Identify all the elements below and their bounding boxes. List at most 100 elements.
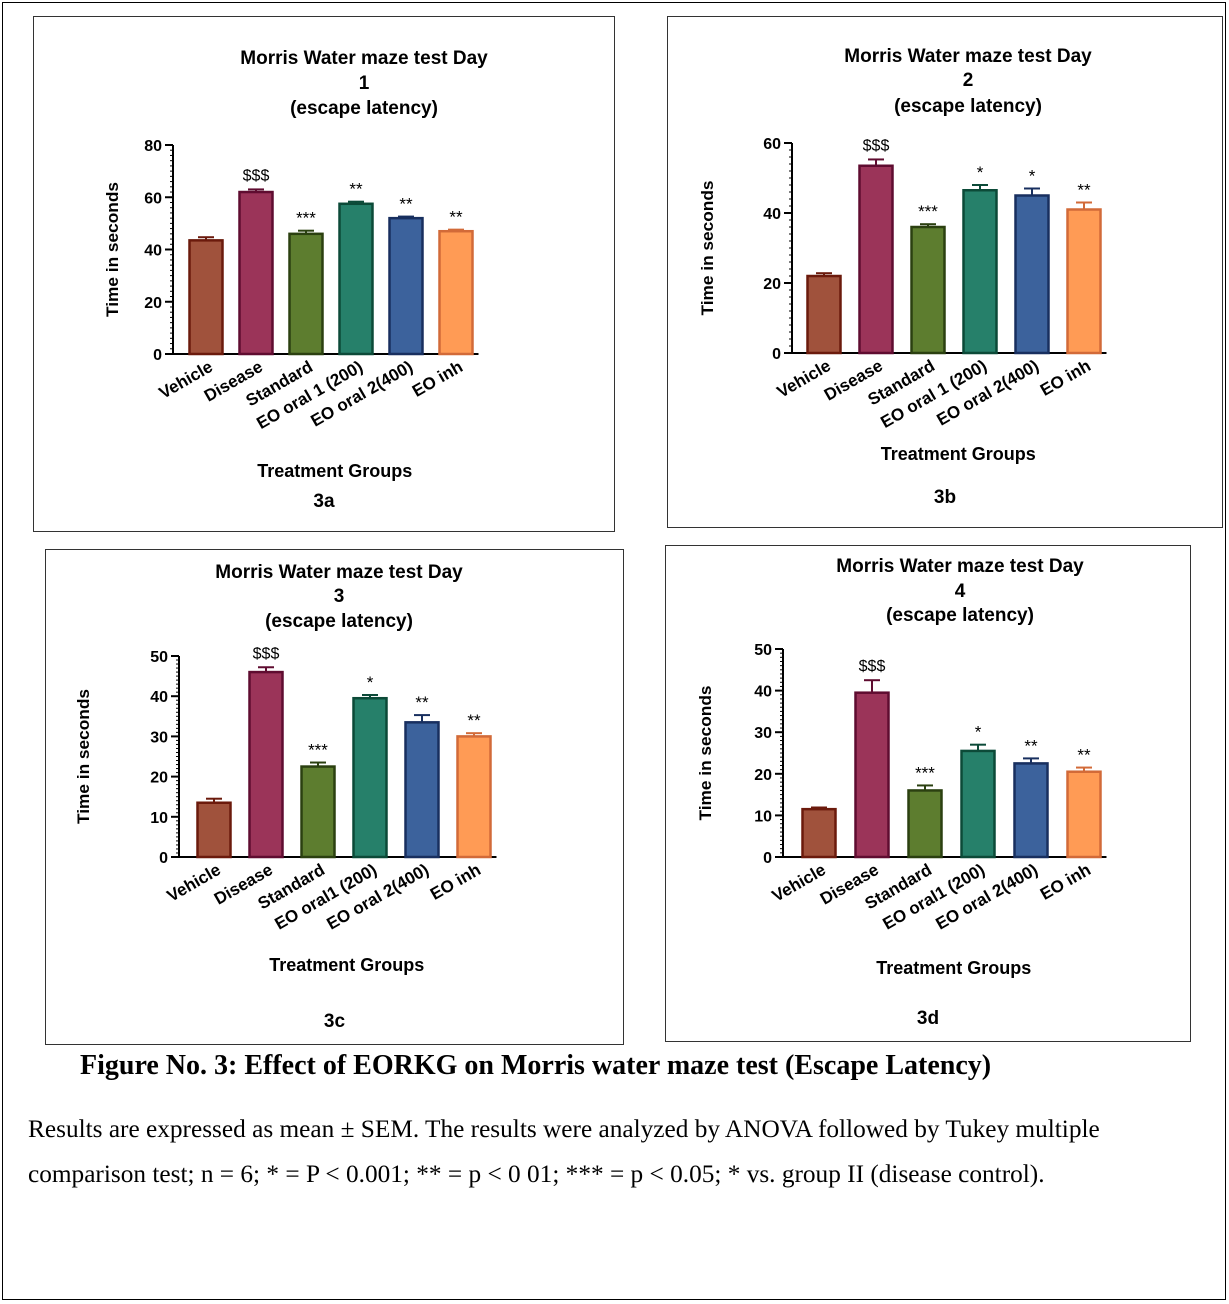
bar <box>404 721 440 859</box>
x-tick-label: EO inh <box>1037 860 1094 904</box>
y-tick-label: 20 <box>754 767 772 784</box>
bar <box>806 274 842 355</box>
y-tick-label: 10 <box>754 808 772 825</box>
chart-title-line-2: (escape latency) <box>290 98 438 119</box>
y-tick-label: 0 <box>159 850 168 867</box>
y-tick-label: 10 <box>150 810 168 827</box>
y-axis-label: Time in seconds <box>696 686 715 821</box>
bar <box>300 765 336 859</box>
chart-title-line-1: 2 <box>963 70 974 91</box>
chart-panel-3c: Morris Water maze test Day 3 (escape laten… <box>45 549 624 1045</box>
bar <box>388 216 424 356</box>
significance-marker: ** <box>1077 181 1091 200</box>
bar <box>858 164 894 355</box>
significance-marker: * <box>975 723 982 742</box>
bar <box>188 239 224 356</box>
chart-panel-3d: Morris Water maze test Day 4 (escape laten… <box>665 545 1191 1042</box>
chart-title-line-1: 3 <box>334 586 345 607</box>
significance-marker: *** <box>918 202 938 221</box>
significance-marker: *** <box>296 209 316 228</box>
y-tick-label: 0 <box>153 347 162 364</box>
x-axis-label: Treatment Groups <box>881 444 1036 464</box>
significance-marker: $$$ <box>243 167 270 184</box>
figure-caption-body: Results are expressed as mean ± SEM. The… <box>28 1115 1100 1188</box>
bar <box>854 691 890 859</box>
significance-marker: ** <box>349 180 363 199</box>
y-tick-label: 0 <box>772 346 781 363</box>
significance-marker: *** <box>915 763 935 782</box>
x-axis-label: Treatment Groups <box>269 955 424 975</box>
bar <box>288 232 324 356</box>
y-axis-label: Time in seconds <box>103 182 122 317</box>
significance-marker: * <box>1029 167 1036 186</box>
significance-marker: ** <box>1024 736 1038 755</box>
significance-marker: ** <box>449 208 463 227</box>
significance-marker: *** <box>308 741 328 760</box>
y-axis-label: Time in seconds <box>698 181 717 316</box>
chart-3a: Morris Water maze test Day 1 (escape laten… <box>103 48 488 481</box>
chart-title-line-0: Morris Water maze test Day <box>836 556 1084 577</box>
panel-label-3b: 3b <box>933 487 957 508</box>
panel-label-3c: 3c <box>323 1011 346 1032</box>
chart-title-line-0: Morris Water maze test Day <box>240 48 488 69</box>
bar <box>338 202 374 356</box>
bar <box>910 225 946 355</box>
bar <box>801 807 837 859</box>
y-tick-label: 40 <box>754 684 772 701</box>
significance-marker: $$$ <box>253 645 280 662</box>
y-tick-label: 40 <box>144 243 162 260</box>
bar <box>456 735 492 859</box>
y-tick-label: 60 <box>763 136 781 153</box>
significance-marker: * <box>977 163 984 182</box>
y-tick-label: 20 <box>144 295 162 312</box>
chart-3c: Morris Water maze test Day 3 (escape laten… <box>74 562 497 975</box>
chart-panel-3b: Morris Water maze test Day 2 (escape laten… <box>667 16 1223 528</box>
significance-marker: ** <box>399 195 413 214</box>
y-tick-label: 20 <box>763 276 781 293</box>
panel-label-3d: 3d <box>916 1008 940 1029</box>
panel-label-3a: 3a <box>313 491 335 512</box>
y-tick-label: 30 <box>754 725 772 742</box>
y-tick-label: 20 <box>150 770 168 787</box>
figure-caption-title: Figure No. 3: Effect of EORKG on Morris … <box>80 1050 992 1081</box>
y-tick-label: 60 <box>144 190 162 207</box>
x-tick-label: EO inh <box>409 357 466 401</box>
significance-marker: ** <box>1077 746 1091 765</box>
significance-marker: ** <box>467 711 481 730</box>
significance-marker: ** <box>415 693 429 712</box>
x-tick-label: EO inh <box>1037 356 1094 400</box>
y-tick-label: 50 <box>754 642 772 659</box>
bar <box>907 789 943 859</box>
bar <box>248 670 284 859</box>
chart-title-line-1: 4 <box>955 581 966 602</box>
bar <box>1014 194 1050 355</box>
chart-title-line-2: (escape latency) <box>265 611 413 632</box>
bar <box>1066 208 1102 355</box>
y-tick-label: 80 <box>144 138 162 155</box>
significance-marker: $$$ <box>863 137 890 154</box>
x-axis-label: Treatment Groups <box>876 958 1031 978</box>
significance-marker: * <box>367 673 374 692</box>
bar <box>196 801 232 859</box>
bar <box>962 189 998 355</box>
chart-title-line-0: Morris Water maze test Day <box>215 562 463 583</box>
chart-title-line-2: (escape latency) <box>894 96 1042 117</box>
y-tick-label: 50 <box>150 649 168 666</box>
y-tick-label: 40 <box>763 206 781 223</box>
bar <box>352 696 388 859</box>
chart-title-line-1: 1 <box>359 73 370 94</box>
y-tick-label: 30 <box>150 729 168 746</box>
y-tick-label: 0 <box>763 850 772 867</box>
chart-panel-3a: Morris Water maze test Day 1 (escape laten… <box>33 16 615 532</box>
bar <box>438 229 474 356</box>
y-axis-label: Time in seconds <box>74 689 93 824</box>
chart-title-line-2: (escape latency) <box>886 605 1034 626</box>
y-tick-label: 40 <box>150 689 168 706</box>
bar <box>1013 762 1049 859</box>
chart-title-line-0: Morris Water maze test Day <box>844 46 1092 67</box>
bar <box>960 749 996 859</box>
significance-marker: $$$ <box>859 658 886 675</box>
bar <box>1066 770 1102 859</box>
chart-3d: Morris Water maze test Day 4 (escape laten… <box>696 556 1107 978</box>
